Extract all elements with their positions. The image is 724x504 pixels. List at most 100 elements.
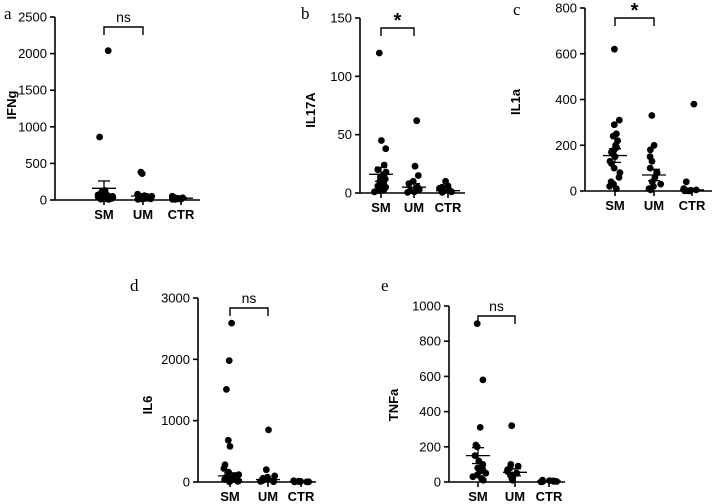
data-point: [371, 188, 378, 196]
category-label: SM: [220, 489, 240, 504]
ylabel-e: TNFa: [386, 388, 401, 421]
significance-bracket: [103, 26, 144, 35]
panel-e-tnfa: 0 200 400 600 800 1000 SM UM CTR ns: [412, 298, 565, 504]
data-point: [479, 476, 487, 484]
data-point: [262, 466, 270, 474]
category-label: SM: [94, 207, 114, 222]
category-label: CTR: [679, 198, 706, 213]
data-point: [234, 478, 242, 485]
data-point: [271, 472, 279, 480]
y-tick-label: 200: [555, 138, 577, 153]
panel-d-il6: 0 1000 2000 3000 SM UM CTR ns: [161, 290, 316, 504]
data-point: [606, 183, 613, 190]
data-point: [413, 117, 421, 125]
y-tick-label: 1000: [161, 413, 190, 428]
y-tick-label: 0: [570, 184, 577, 199]
data-point: [226, 443, 234, 450]
y-tick-label: 50: [338, 127, 352, 142]
data-point: [509, 476, 516, 484]
panel-letter-b: b: [301, 4, 310, 23]
data-point: [376, 187, 383, 195]
y-tick-label: 150: [330, 11, 352, 26]
data-point: [225, 357, 233, 364]
data-point: [96, 133, 103, 141]
y-tick-label: 600: [419, 369, 441, 384]
data-point: [220, 465, 228, 472]
data-point: [650, 141, 658, 149]
y-tick-label: 2000: [161, 352, 190, 367]
y-tick-label: 3000: [161, 291, 190, 306]
data-point: [647, 146, 654, 154]
data-point: [97, 195, 105, 203]
category-label: UM: [133, 207, 153, 222]
data-point: [613, 185, 620, 193]
data-point: [514, 462, 522, 470]
data-point: [615, 116, 623, 124]
data-point: [414, 172, 422, 179]
y-tick-label: 1000: [412, 299, 441, 314]
significance-label: ns: [489, 298, 504, 314]
significance-label: ns: [242, 290, 257, 306]
y-tick-label: 100: [330, 69, 352, 84]
data-point: [134, 195, 142, 203]
data-point: [647, 186, 654, 194]
significance-label: ns: [116, 9, 131, 25]
category-label: UM: [404, 200, 424, 215]
data-point: [411, 162, 419, 170]
data-point: [610, 164, 618, 172]
data-point: [690, 100, 698, 108]
significance-bracket: [614, 17, 655, 26]
data-point: [382, 145, 390, 153]
category-label: UM: [258, 489, 278, 504]
category-label: SM: [468, 489, 488, 504]
significance-bracket: [229, 307, 269, 316]
data-point: [378, 137, 385, 144]
data-point: [169, 196, 176, 203]
data-point: [473, 443, 481, 451]
category-label: UM: [644, 198, 664, 213]
data-point: [138, 170, 146, 178]
category-label: CTR: [536, 489, 563, 504]
y-tick-label: 1500: [18, 83, 47, 98]
panel-c-il1a: 0 200 400 600 800 SM UM CTR *: [555, 0, 712, 213]
data-point: [648, 157, 656, 165]
panel-letter-c: c: [513, 0, 521, 19]
data-point: [479, 376, 487, 384]
y-tick-label: 400: [555, 92, 577, 107]
ylabel-c: IL1a: [508, 88, 523, 115]
y-tick-label: 2500: [18, 10, 47, 25]
data-point: [473, 320, 481, 327]
y-tick-label: 0: [183, 475, 190, 490]
y-tick-label: 0: [345, 186, 352, 201]
y-tick-label: 200: [419, 439, 441, 454]
ylabel-a: IFNg: [4, 91, 19, 120]
data-point: [228, 319, 236, 327]
panel-letter-d: d: [130, 276, 139, 295]
category-label: SM: [371, 200, 391, 215]
data-point: [537, 478, 545, 486]
significance-bracket: [477, 315, 516, 324]
category-label: UM: [505, 489, 525, 504]
data-point: [375, 49, 383, 57]
data-point: [648, 112, 656, 119]
y-tick-label: 0: [434, 475, 441, 490]
data-point: [482, 469, 490, 477]
ylabel-d: IL6: [140, 396, 155, 415]
data-point: [224, 436, 232, 444]
data-point: [469, 473, 477, 481]
y-tick-label: 0: [40, 193, 47, 208]
panel-b-il17a: 0 50 100 150 SM UM CTR *: [330, 10, 465, 215]
ylabel-b: IL17A: [303, 92, 318, 128]
y-tick-label: 600: [555, 46, 577, 61]
data-point: [105, 195, 113, 203]
significance-bracket: [380, 27, 415, 36]
panel-letter-a: a: [4, 4, 12, 23]
data-point: [223, 386, 230, 393]
data-point: [508, 422, 516, 430]
data-point: [265, 426, 272, 434]
data-point: [611, 45, 618, 53]
data-point: [610, 121, 618, 129]
y-tick-label: 500: [25, 156, 47, 171]
data-point: [615, 173, 623, 181]
